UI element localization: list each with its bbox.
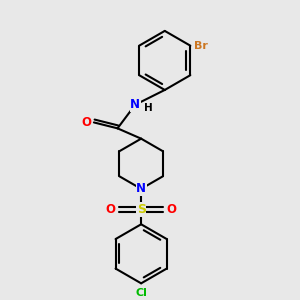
Text: O: O: [82, 116, 92, 129]
Text: N: N: [130, 98, 140, 111]
Text: H: H: [144, 103, 153, 113]
Text: Cl: Cl: [135, 288, 147, 298]
Text: Br: Br: [194, 41, 208, 51]
Text: N: N: [136, 182, 146, 195]
Text: O: O: [167, 203, 177, 216]
Text: S: S: [136, 203, 146, 216]
Text: O: O: [106, 203, 116, 216]
